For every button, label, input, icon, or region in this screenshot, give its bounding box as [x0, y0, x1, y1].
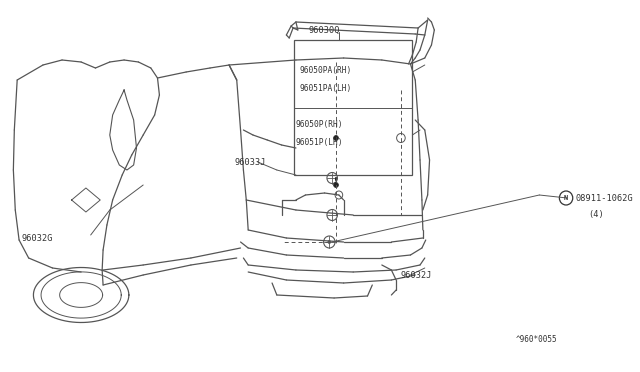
Circle shape [333, 183, 339, 187]
Text: 96032J: 96032J [401, 270, 433, 279]
Text: 96051P(LH): 96051P(LH) [296, 138, 344, 147]
Text: 96030Q: 96030Q [309, 26, 340, 35]
Text: N: N [564, 195, 568, 201]
Text: 96032G: 96032G [21, 234, 52, 243]
Text: 96051PA(LH): 96051PA(LH) [300, 83, 352, 93]
Text: 96050PA(RH): 96050PA(RH) [300, 65, 352, 74]
Bar [294, 40, 412, 175]
Text: ^960*0055: ^960*0055 [515, 336, 557, 344]
Circle shape [333, 135, 339, 141]
Circle shape [328, 241, 331, 244]
Text: 96050P(RH): 96050P(RH) [296, 119, 344, 128]
Text: 96033J: 96033J [235, 157, 266, 167]
Text: 08911-1062G: 08911-1062G [575, 193, 634, 202]
Text: (4): (4) [588, 209, 604, 218]
